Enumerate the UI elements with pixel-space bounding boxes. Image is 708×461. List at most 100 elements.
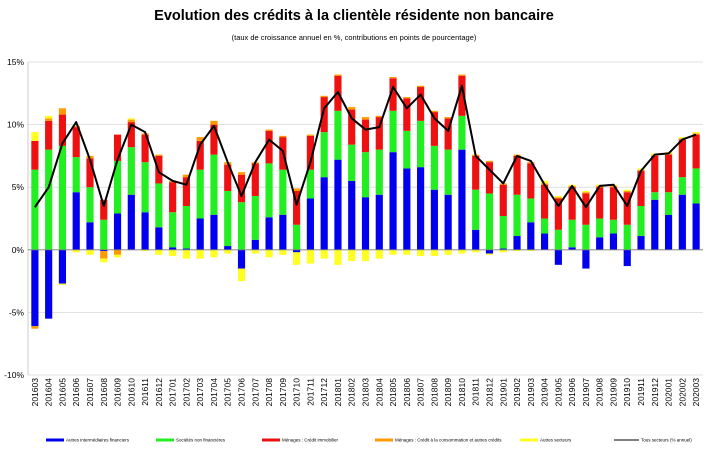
- total-line: [34, 84, 697, 209]
- bar-segment: [279, 249, 287, 255]
- legend-swatch: [262, 438, 280, 442]
- legend-swatch: [156, 438, 174, 442]
- bar-segment: [375, 149, 383, 195]
- y-tick-label: -10%: [4, 370, 24, 380]
- bar-segment: [320, 95, 328, 98]
- bar-segment: [637, 170, 645, 206]
- bar-segment: [554, 229, 562, 250]
- x-tick-label: 201812: [484, 378, 494, 407]
- bar-segment: [210, 249, 218, 258]
- y-tick-label: -5%: [9, 307, 25, 317]
- bar-segment: [155, 183, 163, 228]
- bar-segment: [417, 249, 425, 257]
- bar-segment: [375, 194, 383, 250]
- legend-layer: Autres intermédiaires financiers Sociétés…: [46, 438, 692, 443]
- x-tick-label: 201709: [278, 378, 288, 407]
- x-tick-label: 201606: [71, 378, 81, 407]
- bar-segment: [224, 249, 232, 254]
- bar-segment: [444, 194, 452, 250]
- bar-segment: [417, 167, 425, 250]
- bar-segment: [582, 249, 590, 269]
- bar-segment: [237, 172, 246, 175]
- bar-segment: [169, 247, 177, 250]
- bar-segment: [554, 197, 562, 199]
- x-tick-label: 201806: [402, 378, 412, 407]
- bar-segment: [196, 140, 204, 170]
- bar-segment: [499, 249, 507, 253]
- legend-swatch: [520, 438, 538, 442]
- bar-segment: [623, 224, 631, 250]
- bar-segment: [582, 224, 590, 250]
- bar-segment: [224, 164, 232, 191]
- bar-segment: [279, 169, 287, 215]
- bar-segment: [113, 249, 122, 255]
- x-tick-label: 201706: [237, 378, 247, 407]
- x-tick-label: 201809: [443, 378, 453, 407]
- bar-segment: [348, 249, 356, 262]
- bar-segment: [403, 249, 411, 255]
- bar-segment: [513, 249, 521, 252]
- bar-segment: [348, 180, 356, 250]
- x-tick-label: 201901: [498, 378, 508, 407]
- bar-segment: [127, 147, 135, 195]
- bar-segment: [58, 145, 67, 250]
- bar-segment: [664, 214, 673, 250]
- bar-segment: [485, 253, 494, 255]
- y-tick-label: 5%: [12, 182, 25, 192]
- bar-segment: [348, 109, 356, 145]
- bar-segment: [361, 197, 370, 250]
- x-tick-label: 201805: [388, 378, 398, 407]
- bar-segment: [403, 168, 411, 250]
- bar-segment: [444, 117, 452, 119]
- bar-segment: [251, 249, 259, 254]
- bar-segment: [45, 249, 53, 319]
- bar-segment: [678, 139, 686, 178]
- bar-segment: [334, 159, 342, 250]
- bar-segment: [430, 145, 438, 190]
- bar-segment: [389, 78, 397, 111]
- x-tick-label: 201810: [457, 378, 467, 407]
- bar-segment: [444, 118, 452, 150]
- bar-segment: [31, 169, 39, 250]
- bar-segment: [678, 177, 686, 195]
- bar-segment: [444, 249, 452, 255]
- bar-segment: [692, 134, 700, 169]
- bar-segment: [458, 149, 466, 250]
- bar-segment: [361, 119, 370, 153]
- bar-segment: [348, 144, 356, 181]
- bar-segment: [541, 184, 549, 219]
- bar-segment: [265, 163, 273, 218]
- bar-segment: [499, 248, 507, 250]
- bar-segment: [182, 177, 190, 206]
- x-tick-label: 201910: [622, 378, 632, 407]
- bar-segment: [485, 160, 494, 163]
- bar-segment: [430, 112, 438, 146]
- x-tick-label: 201701: [168, 378, 178, 407]
- y-tick-label: 15%: [7, 57, 24, 67]
- x-tick-label: 201912: [650, 378, 660, 407]
- axis-layer: -10% -5% 0% 5% 10% 15% 201603 201604 201605 20160…: [4, 57, 703, 406]
- bar-segment: [293, 190, 301, 225]
- bar-segment: [86, 158, 94, 188]
- bar-segment: [155, 227, 163, 250]
- bar-segment: [113, 160, 122, 214]
- bar-segment: [389, 152, 397, 250]
- bar-segment: [499, 215, 507, 249]
- bar-segment: [196, 137, 204, 141]
- bar-segment: [568, 187, 576, 220]
- bar-segment: [389, 249, 397, 255]
- bar-segment: [389, 110, 397, 153]
- bar-segment: [637, 168, 645, 170]
- x-tick-label: 201905: [553, 378, 563, 407]
- bar-segment: [485, 193, 494, 250]
- bar-segment: [458, 115, 466, 150]
- bar-segment: [293, 249, 301, 253]
- bar-segment: [210, 120, 218, 125]
- x-tick-label: 201603: [30, 378, 40, 407]
- x-tick-label: 201607: [85, 378, 95, 407]
- x-tick-label: 201605: [57, 378, 67, 407]
- bar-segment: [169, 182, 177, 213]
- x-tick-label: 201610: [126, 378, 136, 407]
- bar-segment: [375, 249, 383, 259]
- x-tick-label: 201707: [250, 378, 260, 407]
